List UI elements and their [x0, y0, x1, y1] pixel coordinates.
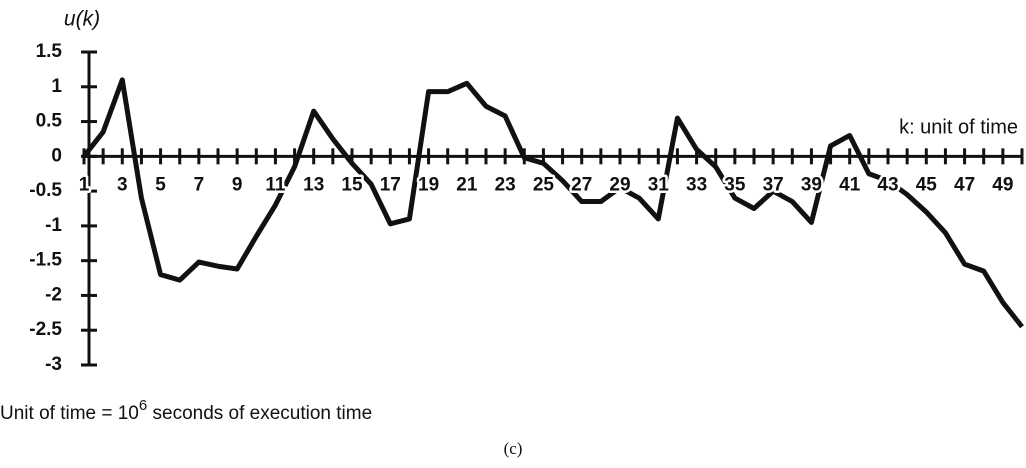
- x-tick-label: 15: [341, 174, 363, 195]
- x-tick-label: 25: [533, 174, 555, 195]
- footnote-text: Unit of time = 10: [0, 403, 139, 424]
- x-tick-label: 21: [456, 174, 478, 195]
- y-tick-label: 0: [51, 145, 62, 166]
- x-tick-label: 23: [495, 174, 516, 195]
- x-tick-label: 17: [380, 174, 401, 195]
- x-tick-label: 11: [265, 174, 286, 195]
- x-tick-label: 39: [801, 174, 822, 195]
- y-tick-label: -1.5: [29, 250, 62, 271]
- y-tick-label: -0.5: [29, 180, 62, 201]
- x-tick-label: 19: [418, 174, 439, 195]
- x-tick-label: 13: [303, 174, 324, 195]
- y-tick-label: -2: [45, 284, 62, 305]
- x-tick-label: 31: [648, 174, 670, 195]
- x-tick-label: 29: [609, 174, 630, 195]
- x-tick-label: 45: [916, 174, 938, 195]
- x-tick-label: 9: [232, 174, 243, 195]
- x-axis-label: k: unit of time: [899, 116, 1018, 138]
- x-tick-label: 5: [155, 174, 166, 195]
- y-axis-label: u(k): [64, 8, 100, 31]
- x-tick-label: 1: [79, 174, 90, 195]
- y-tick-label: 1: [51, 76, 62, 97]
- x-tick-label: 27: [571, 174, 592, 195]
- data-line: [82, 77, 1024, 329]
- x-tick-label: 37: [763, 174, 784, 195]
- y-tick-label: 1.5: [36, 41, 63, 62]
- x-tick-label: 47: [954, 174, 975, 195]
- x-tick-label: 35: [724, 174, 746, 195]
- x-tick-label: 33: [686, 174, 707, 195]
- x-tick-label: 41: [839, 174, 861, 195]
- x-tick-label: 43: [877, 174, 898, 195]
- y-tick-label: 0.5: [36, 111, 63, 132]
- caption: (c): [504, 439, 523, 458]
- y-tick-label: -1: [45, 215, 62, 236]
- footnote-exponent: 6: [139, 397, 147, 414]
- x-tick-label: 49: [992, 174, 1013, 195]
- x-tick-label: 7: [194, 174, 205, 195]
- footnote: Unit of time = 106 seconds of execution …: [0, 397, 372, 424]
- footnote-text: seconds of execution time: [147, 403, 372, 424]
- y-tick-label: -2.5: [29, 319, 62, 340]
- y-tick-label: -3: [45, 354, 62, 375]
- x-tick-label: 3: [117, 174, 128, 195]
